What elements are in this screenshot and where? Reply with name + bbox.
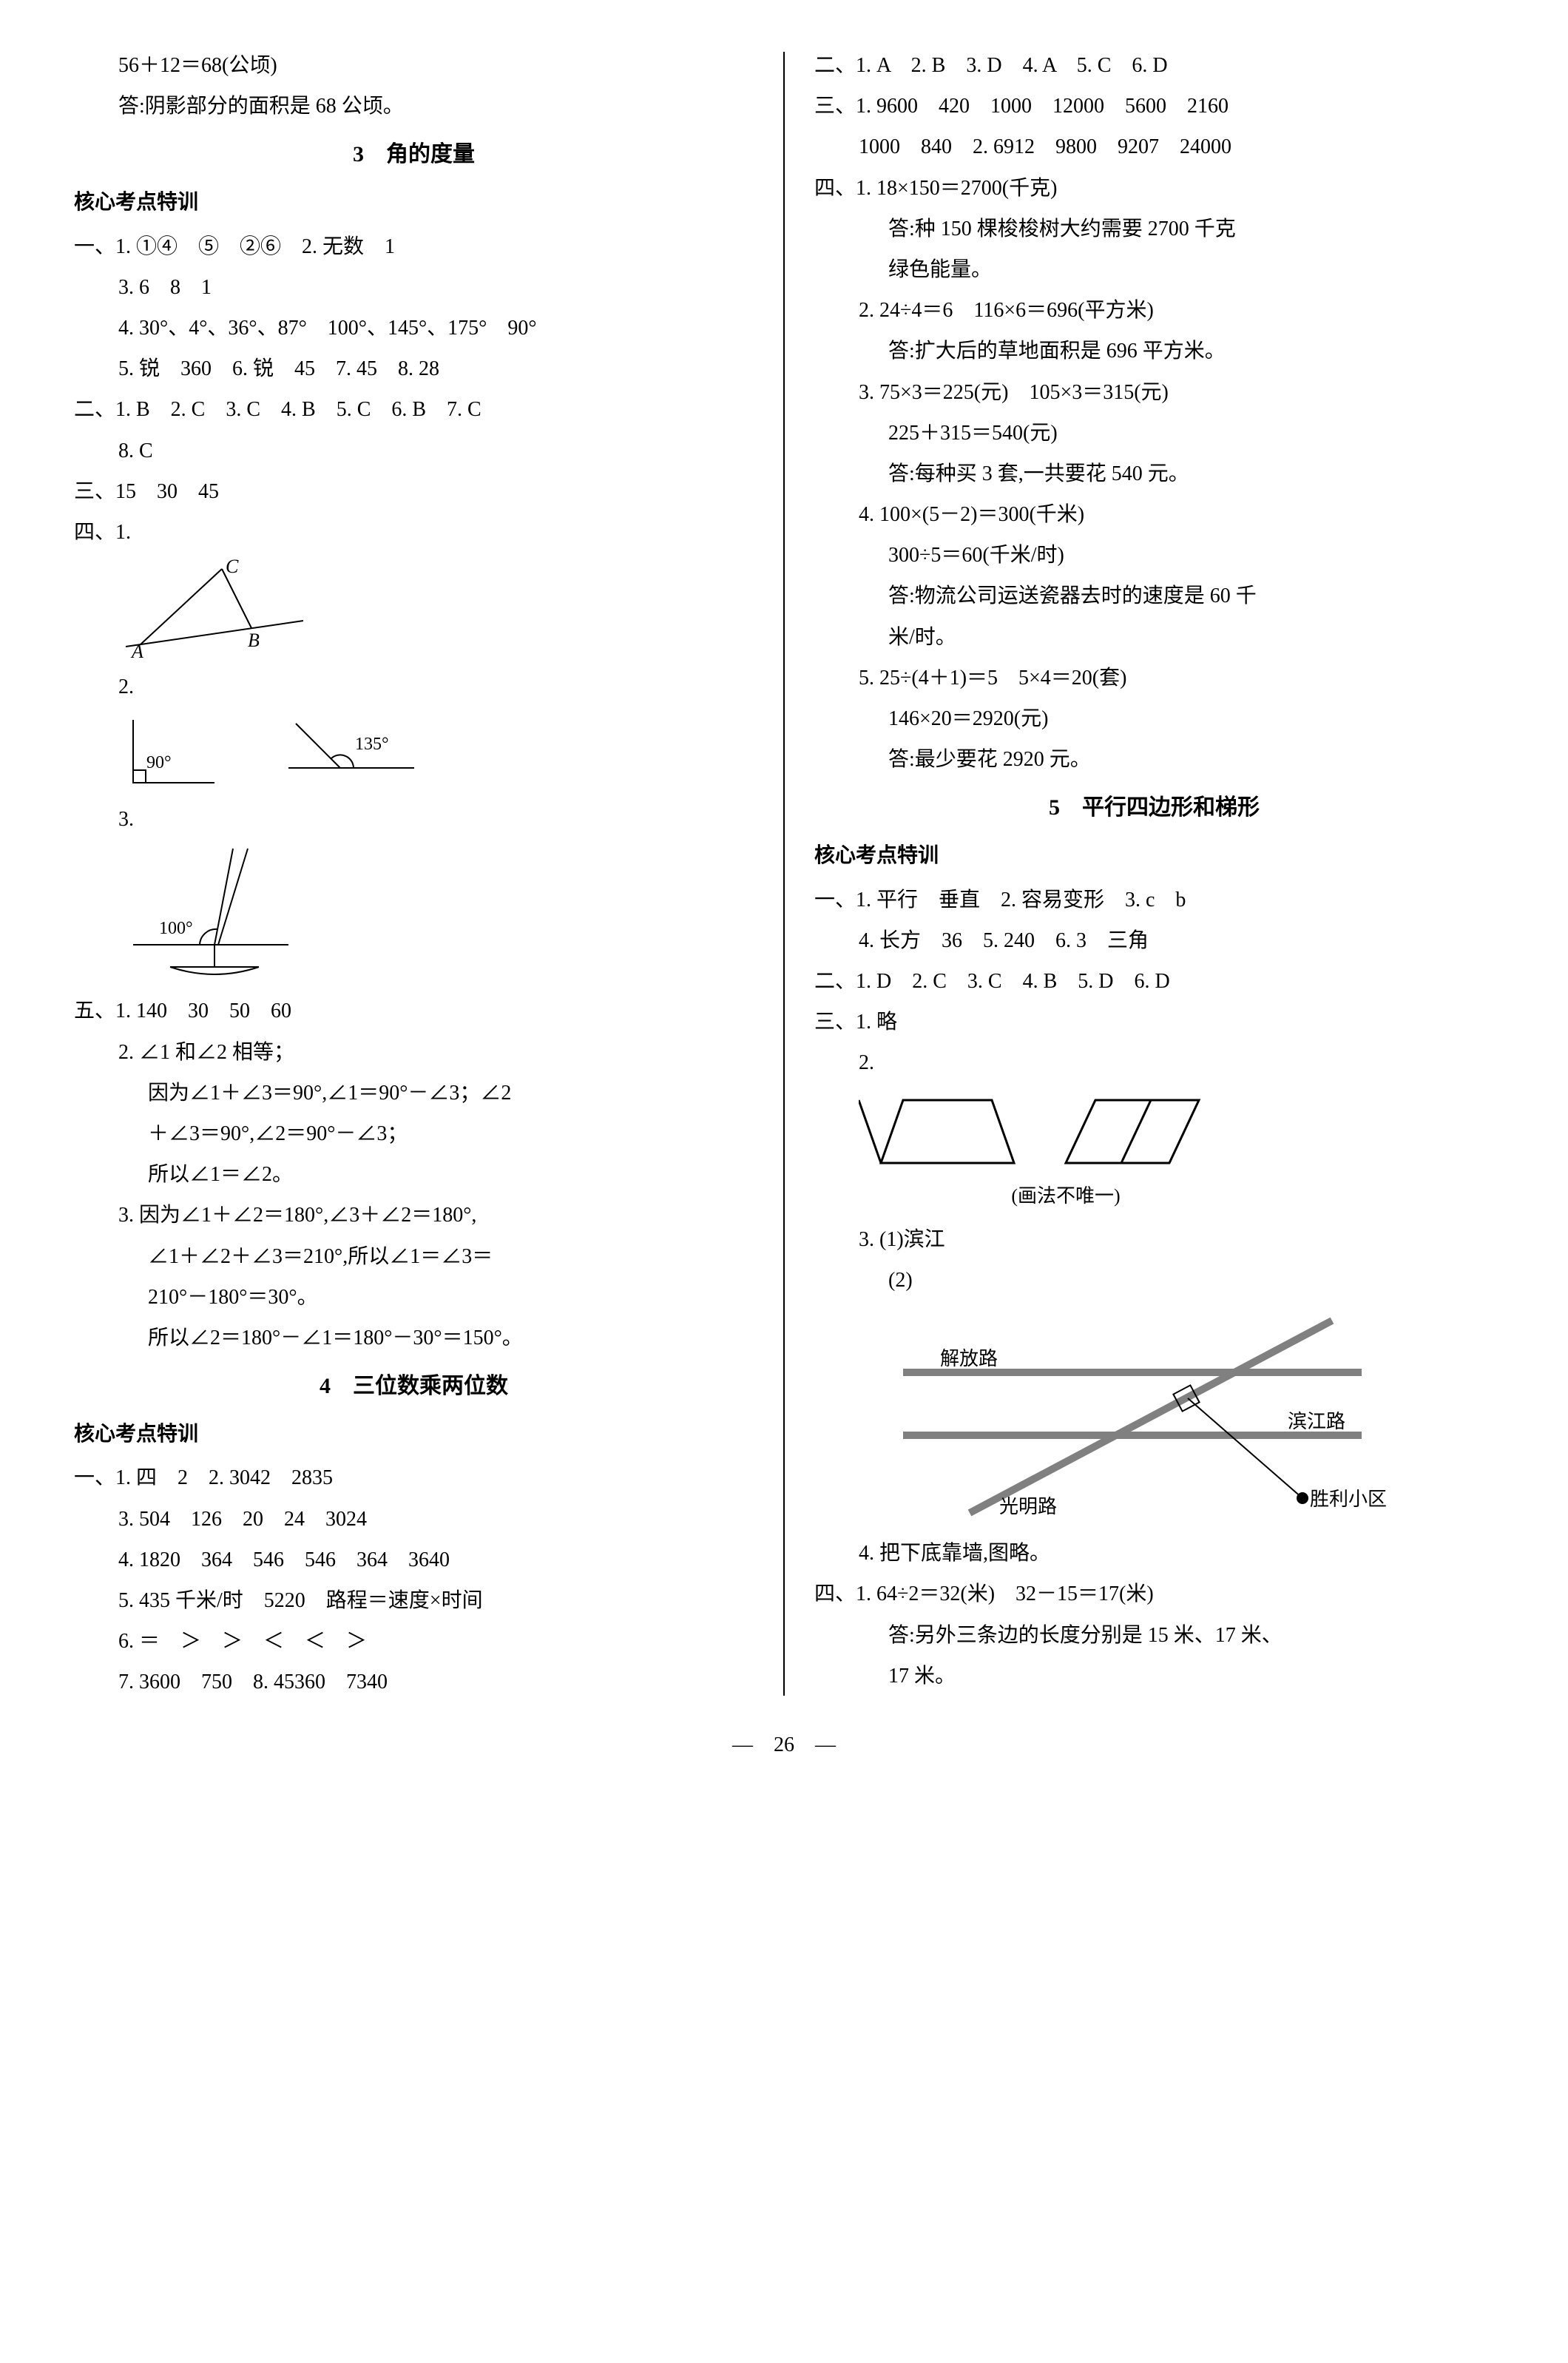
angle-100-label: 100°	[159, 919, 193, 938]
text-line: 4. 30°、4°、36°、87° 100°、145°、175° 90°	[74, 309, 754, 348]
page-columns: 56＋12＝68(公顷) 答:阴影部分的面积是 68 公顷。 3 角的度量 核心…	[74, 44, 1494, 1703]
text-line: 一、1. ①④ ⑤ ②⑥ 2. 无数 1	[74, 227, 754, 266]
figure-label: 2.	[814, 1043, 1494, 1082]
text-line: 300÷5＝60(千米/时)	[814, 536, 1494, 575]
text-line: 1000 840 2. 6912 9800 9207 24000	[814, 127, 1494, 166]
text-line: ＋∠3＝90°,∠2＝90°－∠3；	[74, 1114, 754, 1153]
text-line: 3. 504 126 20 24 3024	[74, 1500, 754, 1539]
text-line: 三、15 30 45	[74, 472, 754, 511]
angle-90-label: 90°	[146, 753, 172, 772]
text-line: 答:扩大后的草地面积是 696 平方米。	[814, 331, 1494, 371]
vertex-b: B	[248, 630, 260, 651]
text-line: ∠1＋∠2＋∠3＝210°,所以∠1＝∠3＝	[74, 1237, 754, 1276]
text-line: 3. (1)滨江	[814, 1220, 1494, 1259]
text-line: (2)	[814, 1261, 1494, 1300]
text-line: 绿色能量。	[814, 250, 1494, 289]
figure-label: 四、1.	[74, 513, 754, 552]
text-line: 3. 75×3＝225(元) 105×3＝315(元)	[814, 373, 1494, 412]
text-line: 5. 锐 360 6. 锐 45 7. 45 8. 28	[74, 349, 754, 388]
label-shengli: 胜利小区	[1310, 1489, 1387, 1510]
text-line: 二、1. D 2. C 3. C 4. B 5. D 6. D	[814, 962, 1494, 1001]
text-line: 5. 435 千米/时 5220 路程＝速度×时间	[74, 1581, 754, 1620]
right-column: 二、1. A 2. B 3. D 4. A 5. C 6. D 三、1. 960…	[814, 44, 1494, 1703]
text-line: 答:物流公司运送瓷器去时的速度是 60 千	[814, 576, 1494, 616]
keypoint-heading: 核心考点特训	[814, 836, 1494, 875]
text-line: 五、1. 140 30 50 60	[74, 991, 754, 1031]
angle-135-label: 135°	[355, 735, 389, 754]
page-number: — 26 —	[74, 1725, 1494, 1764]
text-line: 答:另外三条边的长度分别是 15 米、17 米、	[814, 1616, 1494, 1655]
text-line: 答:最少要花 2920 元。	[814, 740, 1494, 779]
lamp-figure: 100°	[118, 845, 754, 985]
text-line: 210°－180°＝30°。	[74, 1278, 754, 1317]
text-line: 四、1. 64÷2＝32(米) 32－15＝17(米)	[814, 1574, 1494, 1614]
vertex-a: A	[130, 641, 143, 661]
section-title-5: 5 平行四边形和梯形	[814, 786, 1494, 829]
text-line: 所以∠2＝180°－∠1＝180°－30°＝150°。	[74, 1318, 754, 1358]
figure-label: 3.	[74, 800, 754, 839]
text-line: 四、1. 18×150＝2700(千克)	[814, 169, 1494, 208]
text-line: 225＋315＝540(元)	[814, 414, 1494, 453]
text-line: 7. 3600 750 8. 45360 7340	[74, 1662, 754, 1702]
text-line: 2. ∠1 和∠2 相等；	[74, 1033, 754, 1072]
text-line: 所以∠1＝∠2。	[74, 1155, 754, 1194]
text-line: 答:种 150 棵梭梭树大约需要 2700 千克	[814, 209, 1494, 249]
column-divider	[783, 52, 785, 1696]
text-line: 6. ＝ ＞ ＞ ＜ ＜ ＞	[74, 1622, 754, 1661]
section-title-3: 3 角的度量	[74, 133, 754, 175]
text-line: 二、1. A 2. B 3. D 4. A 5. C 6. D	[814, 46, 1494, 85]
section-title-4: 4 三位数乘两位数	[74, 1365, 754, 1407]
angles-90-135-figure: 90° 135°	[118, 712, 754, 794]
text-line: 二、1. B 2. C 3. C 4. B 5. C 6. B 7. C	[74, 390, 754, 429]
text-line: 5. 25÷(4＋1)＝5 5×4＝20(套)	[814, 658, 1494, 698]
text-line: 一、1. 四 2 2. 3042 2835	[74, 1458, 754, 1497]
road-label-binjiang: 滨江路	[1288, 1411, 1345, 1432]
text-line: 米/时。	[814, 618, 1494, 657]
text-line: 4. 100×(5－2)＝300(千米)	[814, 495, 1494, 534]
keypoint-heading: 核心考点特训	[74, 1415, 754, 1454]
vertex-c: C	[226, 558, 239, 577]
figure-label: 2.	[74, 667, 754, 707]
text-line: 2. 24÷4＝6 116×6＝696(平方米)	[814, 291, 1494, 330]
text-line: 17 米。	[814, 1656, 1494, 1696]
text-line: 4. 1820 364 546 546 364 3640	[74, 1540, 754, 1580]
text-line: 56＋12＝68(公顷)	[74, 46, 754, 85]
text-line: 4. 把下底靠墙,图略。	[814, 1534, 1494, 1573]
trapezoid-caption: (画法不唯一)	[859, 1178, 1273, 1214]
text-line: 三、1. 略	[814, 1002, 1494, 1042]
label-4-1: 四、1.	[74, 521, 131, 544]
text-line: 因为∠1＋∠3＝90°,∠1＝90°－∠3；∠2	[74, 1073, 754, 1113]
text-line: 4. 长方 36 5. 240 6. 3 三角	[814, 921, 1494, 960]
trapezoid-figure: (画法不唯一)	[859, 1089, 1494, 1214]
page-number-value: 26	[774, 1733, 794, 1756]
roads-map-figure: 解放路 滨江路 光明路 胜利小区	[859, 1306, 1494, 1528]
road-label-guangming: 光明路	[999, 1496, 1057, 1517]
text-line: 146×20＝2920(元)	[814, 699, 1494, 738]
text-line: 3. 因为∠1＋∠2＝180°,∠3＋∠2＝180°,	[74, 1196, 754, 1235]
text-line: 3. 6 8 1	[74, 268, 754, 307]
triangle-figure: A B C	[118, 558, 754, 661]
text-line: 三、1. 9600 420 1000 12000 5600 2160	[814, 87, 1494, 126]
road-label-jiefang: 解放路	[940, 1348, 998, 1369]
keypoint-heading: 核心考点特训	[74, 183, 754, 222]
left-column: 56＋12＝68(公顷) 答:阴影部分的面积是 68 公顷。 3 角的度量 核心…	[74, 44, 754, 1703]
text-line: 8. C	[74, 431, 754, 471]
text-line: 一、1. 平行 垂直 2. 容易变形 3. c b	[814, 880, 1494, 920]
text-line: 答:阴影部分的面积是 68 公顷。	[74, 87, 754, 126]
text-line: 答:每种买 3 套,一共要花 540 元。	[814, 454, 1494, 493]
